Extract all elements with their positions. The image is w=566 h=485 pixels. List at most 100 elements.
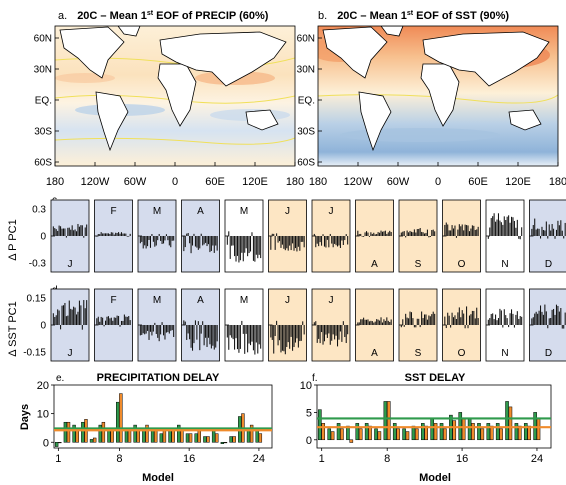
month-bar	[149, 325, 151, 332]
month-bar	[341, 325, 343, 342]
month-bar	[470, 228, 472, 236]
delay-bar	[467, 417, 472, 441]
delay-bar	[396, 428, 400, 441]
month-bar	[326, 325, 328, 338]
month-bar	[303, 236, 305, 248]
month-bar	[426, 319, 428, 325]
delay-bar	[133, 424, 137, 443]
month-bar	[64, 228, 66, 236]
month-bar	[405, 236, 407, 238]
lon-label-180: 180	[286, 176, 304, 188]
panel-d-months: 0.15 0 -0.15 J F M A M J J A S O N D	[23, 288, 566, 362]
month-bar	[387, 320, 389, 325]
month-bar	[339, 236, 341, 248]
delay-bar	[471, 423, 475, 441]
month-bar	[463, 313, 465, 325]
month-bar	[318, 325, 320, 339]
month-bar	[255, 236, 257, 255]
month-bar	[545, 311, 547, 325]
month-bar	[55, 229, 57, 236]
month-bar	[474, 229, 476, 236]
month-bar	[383, 319, 385, 325]
month-bar	[493, 319, 495, 325]
panel-c-months: 0.3 0 -0.3 J F M A M J J A S O N D	[29, 199, 566, 273]
month-bar	[542, 230, 544, 236]
delay-bar	[72, 424, 76, 443]
month-bar	[160, 325, 162, 335]
month-bar	[102, 233, 104, 236]
month-bar	[400, 232, 402, 236]
month-bar	[250, 325, 252, 346]
month-bar	[519, 236, 521, 240]
month-bar	[192, 236, 194, 246]
month-bar	[99, 234, 101, 236]
month-bar	[508, 215, 510, 236]
month-bar	[415, 325, 417, 328]
month-bar	[141, 236, 143, 242]
month-bar	[339, 325, 341, 332]
month-bar	[518, 318, 520, 325]
month-bar	[254, 236, 256, 262]
month-label-J: J	[68, 259, 73, 270]
panel-e: e. PRECIPITATION DELAY Days Model 0 10 20 1…	[19, 372, 273, 484]
month-bar	[128, 236, 130, 237]
month-bar	[457, 229, 459, 236]
month-bar	[209, 236, 211, 253]
month-label-N: N	[501, 259, 508, 270]
month-label-M: M	[240, 206, 248, 217]
month-bar	[542, 314, 544, 325]
month-bar	[347, 325, 349, 335]
month-bar	[52, 226, 54, 236]
month-label-O: O	[458, 348, 466, 359]
month-bar	[293, 325, 295, 348]
month-bar	[100, 232, 102, 236]
month-bar	[550, 230, 552, 236]
month-bar	[197, 236, 199, 250]
ytick-label: -0.3	[29, 259, 47, 270]
month-bar	[332, 325, 334, 335]
month-bar	[451, 312, 453, 325]
month-bar	[61, 228, 63, 236]
month-label-M: M	[153, 295, 161, 306]
month-bar	[244, 325, 246, 354]
ytick-label: 0.3	[32, 205, 46, 216]
month-bar	[183, 320, 185, 325]
xtick-label: 24	[253, 453, 265, 465]
month-bar	[205, 236, 207, 243]
month-bar	[152, 325, 154, 332]
month-bar	[445, 325, 447, 329]
month-bar	[164, 236, 166, 241]
month-bar	[96, 236, 98, 237]
month-bar	[260, 325, 262, 349]
month-bar	[294, 236, 296, 249]
month-bar	[367, 319, 369, 325]
month-bar	[425, 314, 427, 325]
month-bar	[519, 316, 521, 325]
month-bar	[370, 320, 372, 325]
month-bar	[62, 305, 64, 325]
month-bar	[490, 218, 492, 236]
month-bar	[231, 325, 233, 338]
month-bar	[326, 236, 328, 240]
month-bar	[184, 236, 186, 248]
month-bar	[428, 236, 430, 238]
delay-bar	[54, 442, 59, 447]
month-bar	[489, 318, 491, 325]
xtick-label: 1	[319, 453, 325, 465]
month-bar	[467, 225, 469, 236]
month-bar	[461, 310, 463, 325]
month-bar	[247, 236, 249, 257]
month-bar	[187, 325, 189, 334]
month-bar	[419, 325, 421, 328]
month-bar	[100, 316, 102, 325]
month-bar	[270, 236, 272, 250]
month-bar	[374, 321, 376, 325]
delay-bar	[162, 430, 167, 443]
month-bar	[236, 325, 238, 350]
month-bar	[376, 233, 378, 236]
month-bar	[235, 236, 237, 262]
ytick-label: 10	[300, 380, 312, 392]
month-bar	[544, 230, 546, 236]
